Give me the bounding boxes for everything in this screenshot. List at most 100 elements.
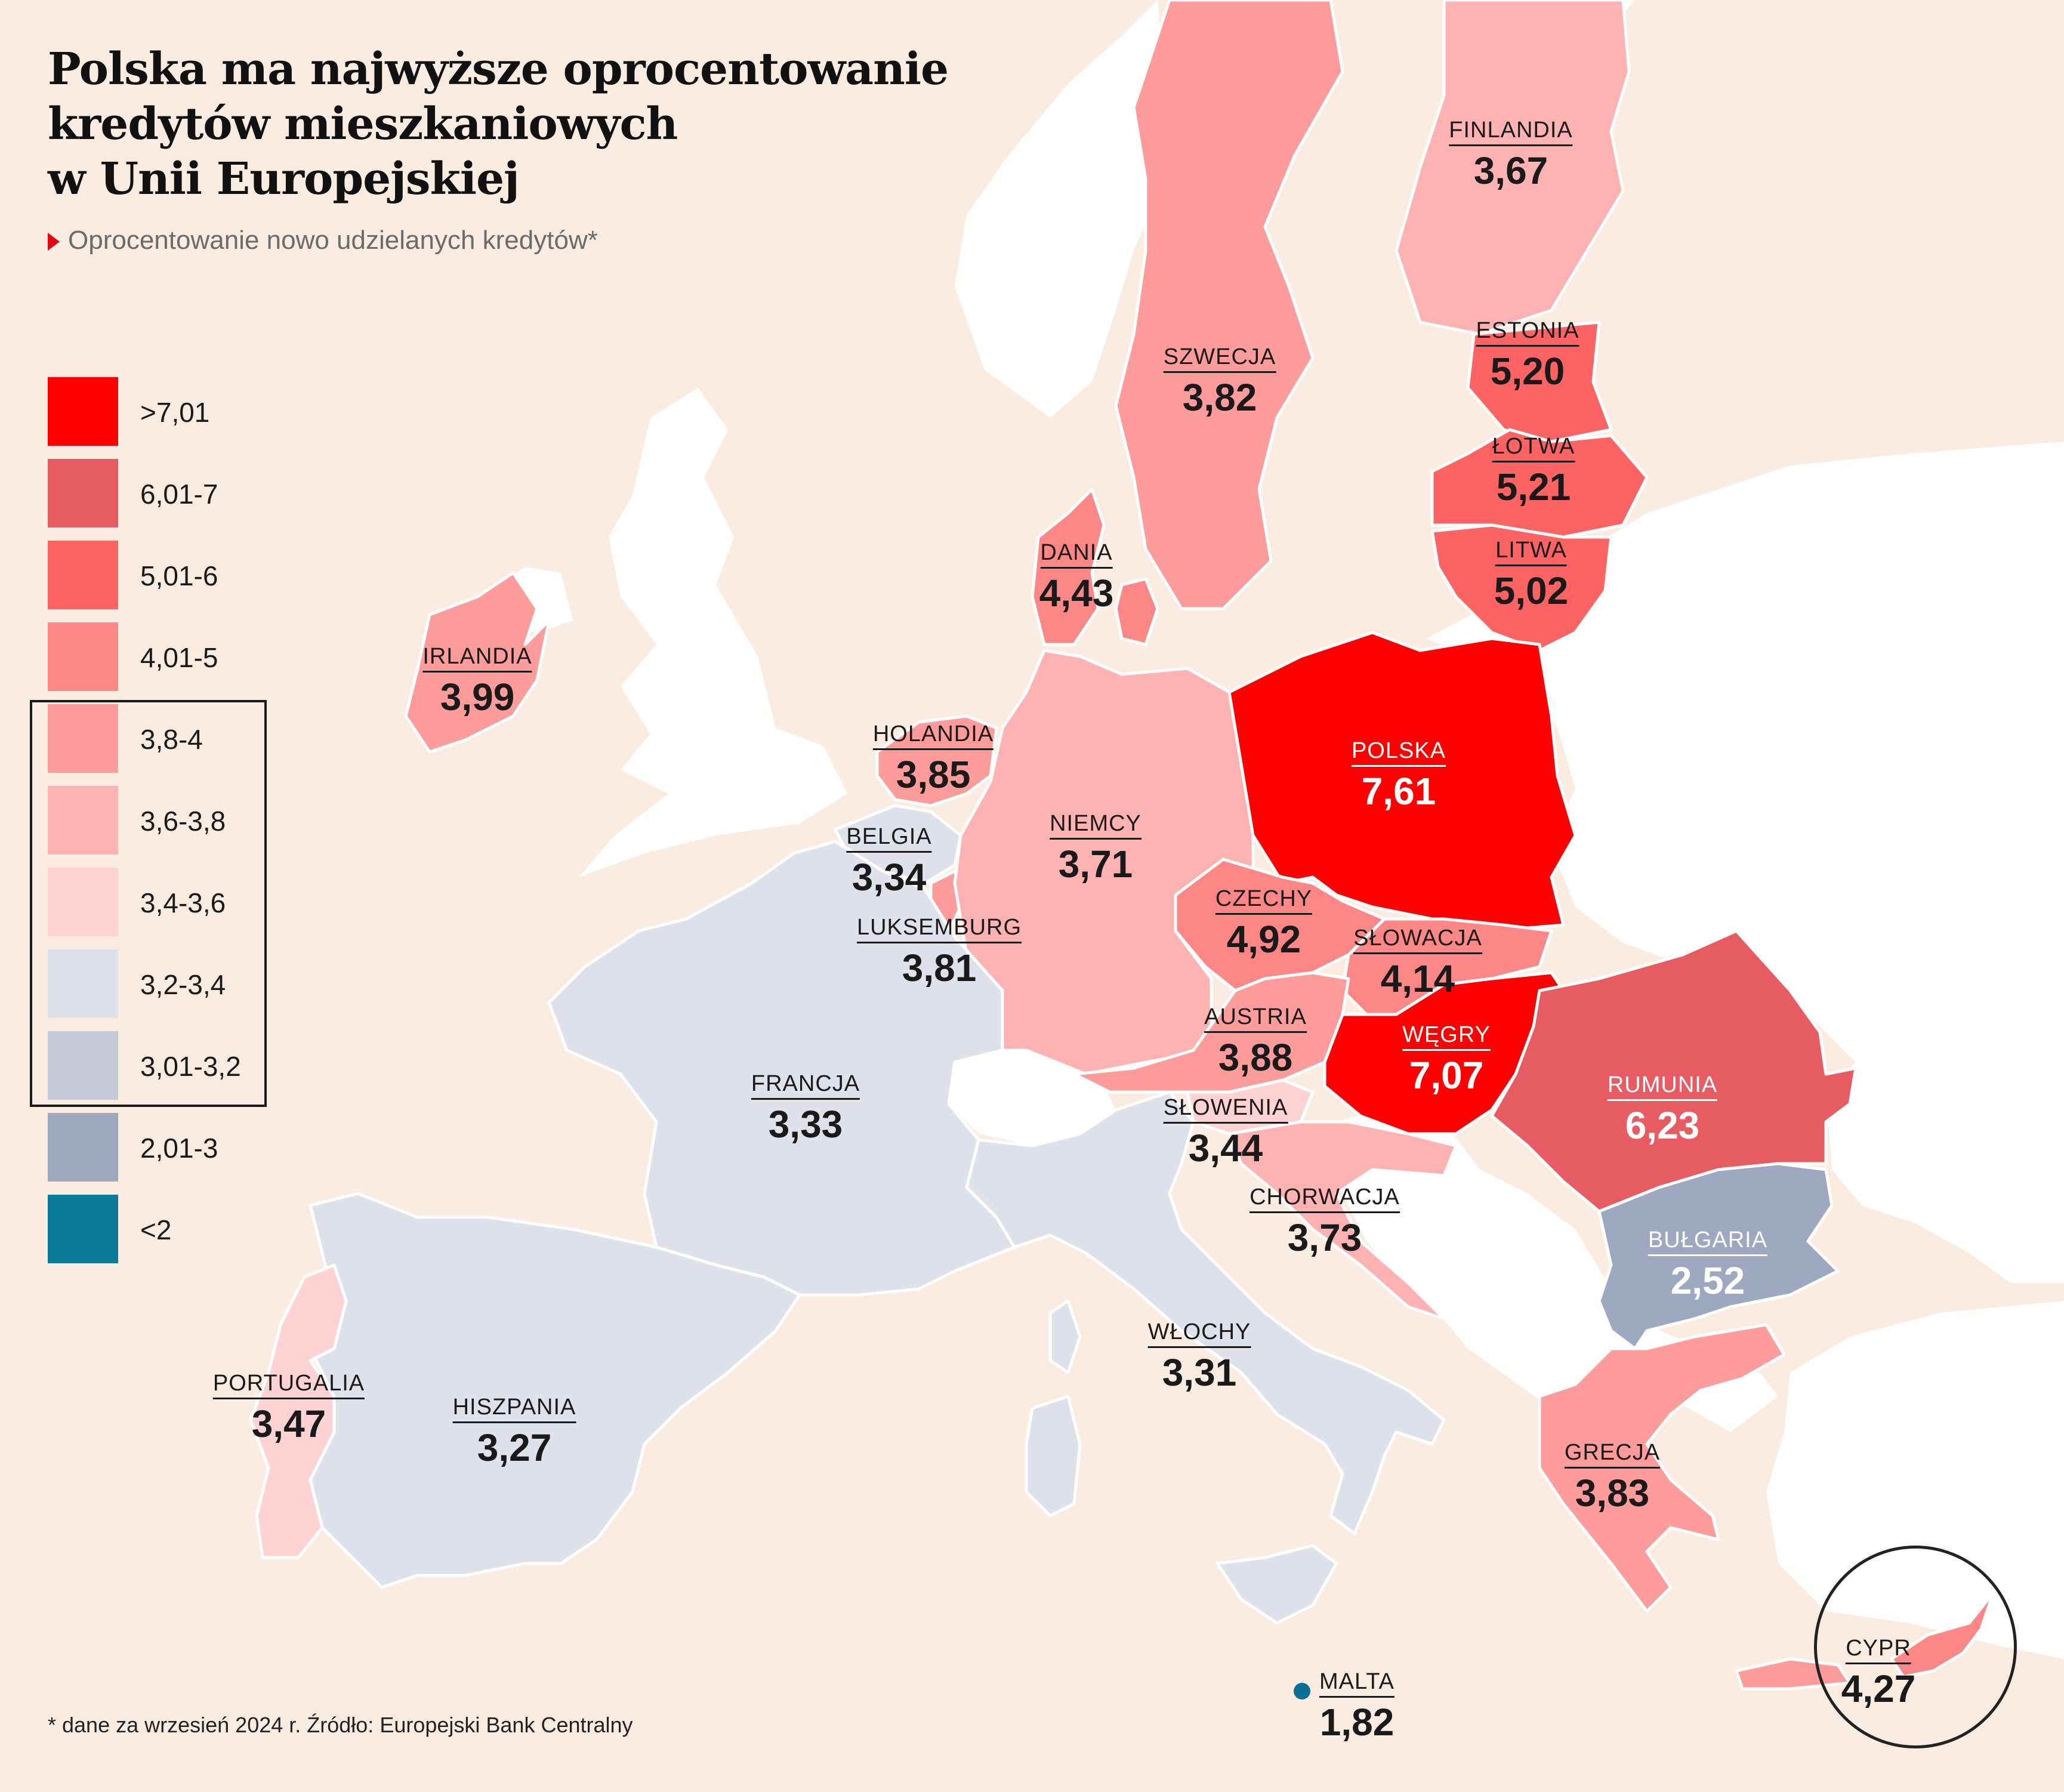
label-chorwacja: CHORWACJA 3,73 — [1249, 1184, 1400, 1261]
country-value: 3,82 — [1182, 376, 1257, 419]
subtitle: Oprocentowanie nowo udzielanych kredytów… — [48, 226, 598, 255]
legend-label: 3,01-3,2 — [140, 1051, 241, 1082]
legend-item: 4,01-5 — [48, 622, 298, 704]
country-name: GRECJA — [1564, 1439, 1661, 1469]
country-name: AUSTRIA — [1204, 1004, 1307, 1033]
label-irlandia: IRLANDIA 3,99 — [422, 643, 532, 720]
country-name: FRANCJA — [751, 1071, 860, 1100]
label-slowacja: SŁOWACJA 4,14 — [1353, 925, 1482, 1002]
label-holandia: HOLANDIA 3,85 — [872, 721, 994, 798]
country-value: 4,27 — [1841, 1667, 1916, 1710]
subtitle-text: Oprocentowanie nowo udzielanych kredytów… — [68, 226, 598, 255]
country-name: DANIA — [1040, 539, 1113, 569]
korsyka-shape — [1048, 1299, 1082, 1374]
legend-item: 3,4-3,6 — [48, 868, 298, 949]
country-value: 4,14 — [1380, 957, 1455, 1000]
country-value: 5,02 — [1494, 569, 1569, 612]
legend-label: 3,2-3,4 — [140, 969, 226, 1000]
legend-item: >7,01 — [48, 377, 298, 459]
eastern-europe-land — [1426, 442, 2064, 1283]
country-name: HOLANDIA — [872, 721, 994, 750]
country-name: PORTUGALIA — [212, 1370, 365, 1399]
legend-swatch — [48, 704, 118, 773]
country-value: 4,92 — [1226, 918, 1301, 961]
legend-item: 3,8-4 — [48, 704, 298, 786]
label-litwa: LITWA 5,02 — [1494, 537, 1569, 614]
country-value: 3,73 — [1287, 1216, 1362, 1259]
title-line-2: kredytów mieszkaniowych — [48, 98, 678, 150]
label-niemcy: NIEMCY 3,71 — [1050, 810, 1141, 887]
country-value: 3,47 — [251, 1402, 326, 1445]
wlochy-shape — [965, 1090, 1446, 1535]
label-austria: AUSTRIA 3,88 — [1204, 1004, 1307, 1081]
country-name: SŁOWACJA — [1353, 925, 1482, 954]
legend-item: 5,01-6 — [48, 541, 298, 622]
legend-label: 3,4-3,6 — [140, 887, 226, 918]
rumunia-shape — [1490, 929, 1858, 1213]
country-name: NIEMCY — [1050, 810, 1141, 840]
label-rumunia: RUMUNIA 6,23 — [1607, 1072, 1718, 1149]
estonia-shape — [1466, 320, 1613, 443]
country-value: 5,21 — [1496, 465, 1571, 508]
country-name: IRLANDIA — [422, 643, 532, 673]
legend-item: <2 — [48, 1195, 298, 1276]
country-value: 3,33 — [768, 1103, 843, 1146]
country-value: 3,81 — [902, 946, 977, 989]
country-value: 3,67 — [1473, 149, 1548, 192]
country-name: BUŁGARIA — [1648, 1227, 1768, 1256]
country-value: 3,99 — [440, 676, 515, 718]
holandia-shape — [875, 714, 998, 807]
country-name: CYPR — [1846, 1635, 1911, 1664]
label-wlochy: WŁOCHY 3,31 — [1147, 1319, 1251, 1396]
eu-countries — [249, 0, 1995, 1691]
lotwa-shape — [1430, 428, 1649, 539]
label-grecja: GRECJA 3,83 — [1564, 1439, 1661, 1516]
legend-item: 3,6-3,8 — [48, 786, 298, 868]
label-czechy: CZECHY 4,92 — [1215, 886, 1313, 963]
country-name: RUMUNIA — [1607, 1072, 1718, 1101]
label-lotwa: ŁOTWA 5,21 — [1492, 433, 1575, 510]
country-name: POLSKA — [1351, 738, 1446, 767]
turkey-land — [1766, 1301, 2064, 1659]
sardynia-shape — [1025, 1395, 1082, 1518]
country-name: LUKSEMBURG — [856, 914, 1022, 943]
legend-swatch — [48, 949, 118, 1018]
country-name: WŁOCHY — [1147, 1319, 1251, 1348]
label-slowenia: SŁOWENIA 3,44 — [1163, 1094, 1288, 1171]
legend-swatch — [48, 459, 118, 528]
country-value: 3,85 — [896, 753, 971, 796]
legend-item: 2,01-3 — [48, 1113, 298, 1195]
portugalia-shape — [249, 1263, 348, 1559]
country-name: ŁOTWA — [1492, 433, 1575, 462]
country-value: 3,88 — [1218, 1036, 1293, 1079]
slowacja-shape — [1341, 917, 1553, 1016]
legend-swatch — [48, 1113, 118, 1182]
legend-swatch — [48, 622, 118, 691]
label-belgia: BELGIA 3,34 — [846, 823, 932, 900]
legend-label: 3,6-3,8 — [140, 806, 226, 837]
litwa-shape — [1430, 523, 1613, 652]
country-name: HISZPANIA — [452, 1394, 576, 1423]
dania-islands-shape — [1114, 577, 1159, 646]
country-value: 1,82 — [1319, 1701, 1394, 1744]
legend-label: 3,8-4 — [140, 724, 203, 755]
triangle-marker-icon — [48, 233, 60, 251]
country-value: 4,43 — [1039, 572, 1114, 615]
legend-item: 3,01-3,2 — [48, 1031, 298, 1113]
legend-label: 4,01-5 — [140, 642, 218, 673]
legend-swatch — [48, 1031, 118, 1100]
country-name: SŁOWENIA — [1163, 1094, 1288, 1124]
label-wegry: WĘGRY 7,07 — [1402, 1022, 1491, 1099]
malta-marker — [1294, 1683, 1310, 1700]
country-name: LITWA — [1495, 537, 1567, 566]
label-portugalia: PORTUGALIA 3,47 — [212, 1370, 365, 1447]
country-value: 3,31 — [1162, 1351, 1237, 1394]
legend: >7,01 6,01-7 5,01-6 4,01-5 3,8-4 3,6-3,8… — [48, 377, 298, 1276]
country-value: 3,44 — [1188, 1127, 1263, 1170]
legend-swatch — [48, 786, 118, 855]
legend-item: 3,2-3,4 — [48, 949, 298, 1031]
finlandia-shape — [1394, 0, 1631, 336]
label-polska: POLSKA 7,61 — [1351, 738, 1446, 815]
